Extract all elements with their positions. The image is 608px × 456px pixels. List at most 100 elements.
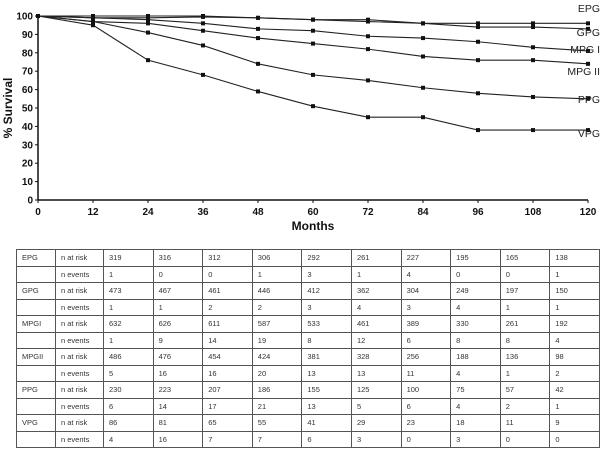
- table-row: n events 1 1 2 2 3 4 3 4 1 1: [16, 298, 600, 316]
- group-cell: [16, 298, 56, 316]
- data-point: [256, 26, 260, 31]
- group-cell: EPG: [16, 249, 56, 267]
- value-cell: 533: [301, 315, 352, 333]
- value-cell: 1: [350, 265, 402, 283]
- value-cell: 197: [499, 282, 551, 300]
- value-cell: 6: [103, 397, 154, 415]
- group-cell: [16, 397, 56, 415]
- data-point: [586, 128, 590, 133]
- value-cell: 3: [350, 430, 402, 448]
- value-cell: 13: [301, 364, 352, 382]
- value-cell: 9: [549, 414, 600, 432]
- value-cell: 9: [152, 331, 204, 349]
- table-row: n events 5 16 16 20 13 13 11 4 1 2: [16, 364, 600, 382]
- y-tick-label: 0: [27, 196, 33, 207]
- data-point: [146, 30, 150, 35]
- data-point: [201, 14, 205, 19]
- value-cell: 18: [450, 414, 501, 432]
- data-point: [366, 47, 370, 52]
- y-tick-label: 100: [16, 12, 33, 23]
- value-cell: 0: [549, 430, 600, 448]
- survival-chart: 0 12 24 36 48 60 72 84 96 108 120 0 10 20 30 40 50 60 70 80…: [1, 3, 600, 233]
- data-point: [366, 17, 370, 22]
- value-cell: 1: [103, 265, 154, 283]
- value-cell: 632: [103, 315, 154, 333]
- value-cell: 195: [450, 249, 501, 267]
- value-cell: 13: [350, 364, 402, 382]
- data-point: [311, 72, 315, 77]
- value-cell: 461: [350, 315, 402, 333]
- value-cell: 381: [301, 348, 352, 366]
- group-cell: MPGI: [16, 315, 56, 333]
- value-cell: 0: [152, 265, 204, 283]
- data-point: [476, 128, 480, 133]
- value-cell: 249: [450, 282, 501, 300]
- value-cell: 6: [400, 397, 452, 415]
- value-cell: 8: [499, 331, 551, 349]
- value-cell: 29: [350, 414, 402, 432]
- value-cell: 75: [450, 381, 501, 399]
- data-point: [36, 14, 40, 18]
- group-cell: [16, 331, 56, 349]
- value-cell: 0: [400, 430, 452, 448]
- x-tick-label: 48: [252, 207, 264, 218]
- value-cell: 1: [103, 331, 154, 349]
- data-point: [201, 72, 205, 77]
- value-cell: 81: [152, 414, 204, 432]
- data-point: [421, 54, 425, 59]
- value-cell: 3: [301, 298, 352, 316]
- data-point: [476, 39, 480, 44]
- x-tick-label: 96: [472, 207, 484, 218]
- data-point: [201, 28, 205, 33]
- value-cell: 150: [549, 282, 600, 300]
- series-label: PPG: [578, 94, 600, 106]
- data-point: [586, 48, 590, 53]
- series-label: VPG: [578, 128, 600, 140]
- value-cell: 319: [103, 249, 154, 267]
- value-cell: 21: [251, 397, 303, 415]
- data-point: [586, 21, 590, 26]
- value-cell: 4: [350, 298, 402, 316]
- data-point: [91, 15, 95, 20]
- value-cell: 2: [549, 364, 600, 382]
- value-cell: 125: [350, 381, 402, 399]
- value-cell: 155: [301, 381, 352, 399]
- value-cell: 5: [350, 397, 402, 415]
- value-cell: 261: [350, 249, 402, 267]
- data-point: [476, 58, 480, 63]
- table-row: MPGII n at risk 486 476 454 424 381 328 256 188 13…: [16, 348, 600, 366]
- data-point: [311, 41, 315, 46]
- table-row: n events 1 0 0 1 3 1 4 0 0 1: [16, 265, 600, 283]
- value-cell: 611: [202, 315, 253, 333]
- x-tick-label: 120: [580, 207, 597, 218]
- value-cell: 304: [400, 282, 452, 300]
- value-cell: 223: [152, 381, 204, 399]
- data-point: [91, 23, 95, 28]
- data-point: [256, 61, 260, 66]
- data-point: [586, 26, 590, 31]
- value-cell: 5: [103, 364, 154, 382]
- value-cell: 328: [350, 348, 402, 366]
- value-cell: 55: [251, 414, 303, 432]
- data-point: [366, 34, 370, 39]
- y-tick-label: 60: [22, 85, 34, 96]
- data-point: [311, 17, 315, 22]
- table-row: EPG n at risk 319 316 312 306 292 261 227 195 165 1…: [16, 249, 600, 267]
- group-cell: PPG: [16, 381, 56, 399]
- value-cell: 1: [499, 298, 551, 316]
- risk-table: EPG n at risk 319 316 312 306 292 261 227 195 165 1…: [16, 249, 600, 448]
- value-cell: 312: [202, 249, 253, 267]
- data-point: [476, 21, 480, 26]
- group-cell: [16, 430, 56, 448]
- row-label: n events: [55, 298, 104, 316]
- data-point: [146, 21, 150, 26]
- data-point: [256, 36, 260, 41]
- value-cell: 65: [202, 414, 253, 432]
- value-cell: 256: [400, 348, 452, 366]
- y-axis-label: % Survival: [1, 78, 15, 139]
- value-cell: 306: [251, 249, 303, 267]
- data-point: [586, 61, 590, 66]
- value-cell: 3: [400, 298, 452, 316]
- value-cell: 227: [400, 249, 452, 267]
- data-point: [476, 91, 480, 96]
